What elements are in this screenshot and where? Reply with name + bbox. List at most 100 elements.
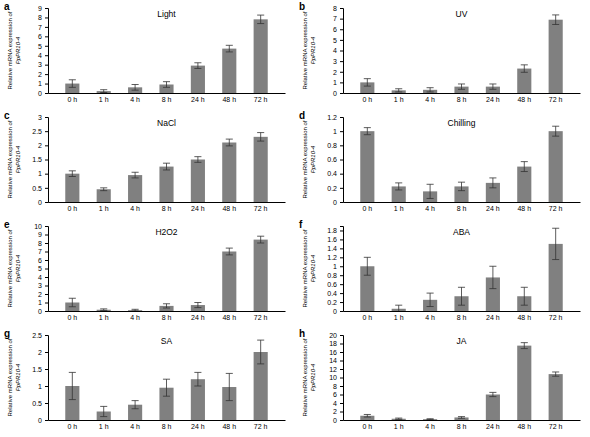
plot: 0123456789100 h1 h4 h8 h24 h48 h72 hH2O2 (34, 223, 285, 321)
error-cap (489, 89, 496, 90)
marks (65, 15, 267, 93)
y-tick: 1.6 (327, 236, 343, 243)
error-cap (489, 187, 496, 188)
y-tick-mark (340, 145, 343, 146)
error-cap (163, 81, 170, 82)
x-axis: 0 h1 h4 h8 h24 h48 h72 h (49, 202, 286, 212)
marks (65, 133, 267, 202)
y-axis-line (340, 118, 344, 203)
y-tick: 9 (38, 231, 48, 238)
y-tick: 14 (329, 357, 343, 364)
x-tick-label: 24 h (191, 423, 205, 430)
error-cap (194, 62, 201, 63)
y-tick-mark (45, 55, 48, 56)
y-tick: 8 (333, 5, 343, 12)
bar (549, 131, 563, 202)
error-cap (163, 303, 170, 304)
y-axis: 012345678 (333, 5, 343, 97)
x-tick: 1 h (99, 311, 109, 321)
x-tick-label: 72 h (254, 96, 268, 103)
x-axis: 0 h1 h4 h8 h24 h48 h72 h (49, 93, 286, 103)
error-cap (194, 307, 201, 308)
error-stem (260, 340, 261, 364)
y-tick-mark (45, 46, 48, 47)
y-tick: 6 (333, 391, 343, 398)
error-cap (395, 418, 402, 419)
error-cap (226, 400, 233, 401)
panel-letter: a (4, 1, 10, 12)
x-tick-label: 72 h (549, 205, 563, 212)
panel: g00.511.522.50 h1 h4 h8 h24 h48 h72 hSAR… (4, 328, 286, 430)
chart-title: Light (157, 9, 176, 19)
error-bar (364, 128, 371, 135)
x-tick-label: 4 h (425, 205, 435, 212)
y-tick-label: 1.8 (327, 227, 337, 234)
error-stem (72, 372, 73, 399)
error-cap (163, 163, 170, 164)
y-tick-mark (340, 117, 343, 118)
chart-title: UV (456, 9, 468, 19)
error-cap (257, 15, 264, 16)
y-tick-mark (340, 302, 343, 303)
error-bar (132, 401, 139, 409)
panel: b0123456780 h1 h4 h8 h24 h48 h72 hUVRela… (299, 1, 581, 103)
error-stem (461, 84, 462, 89)
y-axis-line (45, 336, 49, 421)
x-tick-label: 72 h (549, 314, 563, 321)
y-tick-mark (340, 61, 343, 62)
bar (549, 374, 563, 420)
y-tick-label: 10 (329, 374, 337, 381)
error-stem (461, 182, 462, 191)
y-tick: 3 (38, 282, 48, 289)
y-axis-title: Relative mRNA expression of (302, 338, 308, 416)
error-bar (364, 79, 371, 86)
y-tick: 0.5 (32, 185, 48, 192)
y-tick-label: 0 (333, 90, 337, 97)
error-stem (260, 236, 261, 243)
error-cap (364, 86, 371, 87)
error-cap (257, 236, 264, 237)
y-tick-mark (340, 230, 343, 231)
error-stem (367, 257, 368, 275)
y-tick-mark (45, 27, 48, 28)
bar (486, 395, 500, 421)
error-bar (194, 303, 201, 308)
error-bar (521, 343, 528, 349)
x-tick: 72 h (254, 202, 268, 212)
error-cap (458, 418, 465, 419)
y-tick: 6 (38, 257, 48, 264)
plot: 00.511.522.50 h1 h4 h8 h24 h48 h72 hSA (32, 332, 285, 430)
y-tick-label: 0.8 (327, 272, 337, 279)
error-stem (197, 157, 198, 163)
y-tick-label: 1 (38, 80, 42, 87)
y-axis-title: PpPR10-4 (15, 36, 21, 64)
marks (65, 340, 267, 420)
chart-title: JA (457, 336, 467, 346)
error-bar (100, 406, 107, 416)
error-stem (430, 184, 431, 198)
chart-title: Chilling (448, 118, 476, 128)
error-cap (395, 91, 402, 92)
error-cap (226, 254, 233, 255)
error-cap (427, 87, 434, 88)
x-tick: 8 h (457, 93, 467, 103)
bar (392, 419, 406, 420)
error-stem (492, 84, 493, 89)
error-stem (135, 401, 136, 409)
x-tick-label: 8 h (457, 205, 467, 212)
error-stem (229, 45, 230, 52)
error-stem (135, 85, 136, 91)
y-tick: 2.5 (32, 128, 48, 135)
y-axis-title: Relative mRNA expression of (7, 338, 13, 416)
error-cap (100, 89, 107, 90)
marks (360, 126, 562, 202)
y-tick: 0.8 (327, 272, 343, 279)
y-tick: 5 (38, 43, 48, 50)
x-tick: 1 h (394, 311, 404, 321)
x-tick-label: 72 h (254, 423, 268, 430)
error-bar (521, 287, 528, 305)
y-tick: 16 (329, 349, 343, 356)
bar (517, 167, 531, 202)
y-tick-mark (45, 369, 48, 370)
error-cap (552, 371, 559, 372)
